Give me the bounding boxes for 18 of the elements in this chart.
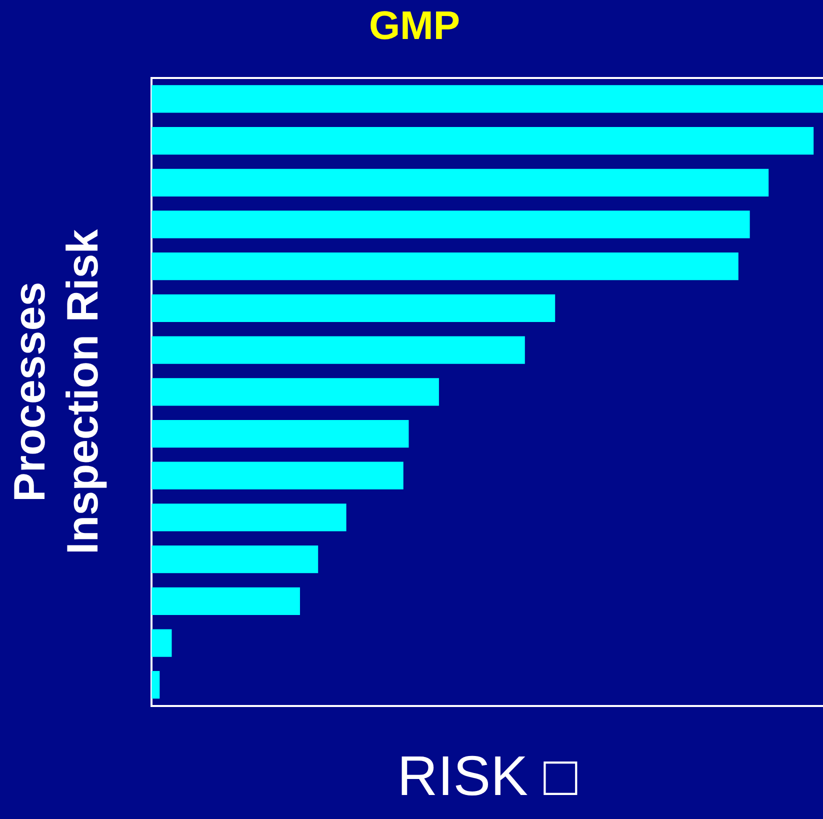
bar (152, 504, 346, 532)
bar (152, 126, 814, 155)
chart-title: GMP (368, 4, 460, 48)
bar (152, 378, 439, 406)
bar (152, 336, 525, 364)
bar (152, 252, 738, 280)
x-axis-title: RISK □ (397, 744, 578, 807)
bar (152, 210, 750, 238)
bar (152, 629, 172, 657)
bar (152, 671, 160, 699)
bar (152, 294, 556, 322)
y-axis-title: Processes Inspection Risk (6, 228, 108, 554)
bar (152, 587, 300, 615)
bar (152, 462, 404, 490)
bar (152, 546, 318, 574)
bar (152, 420, 409, 448)
bar (152, 85, 823, 113)
bar (152, 168, 769, 196)
